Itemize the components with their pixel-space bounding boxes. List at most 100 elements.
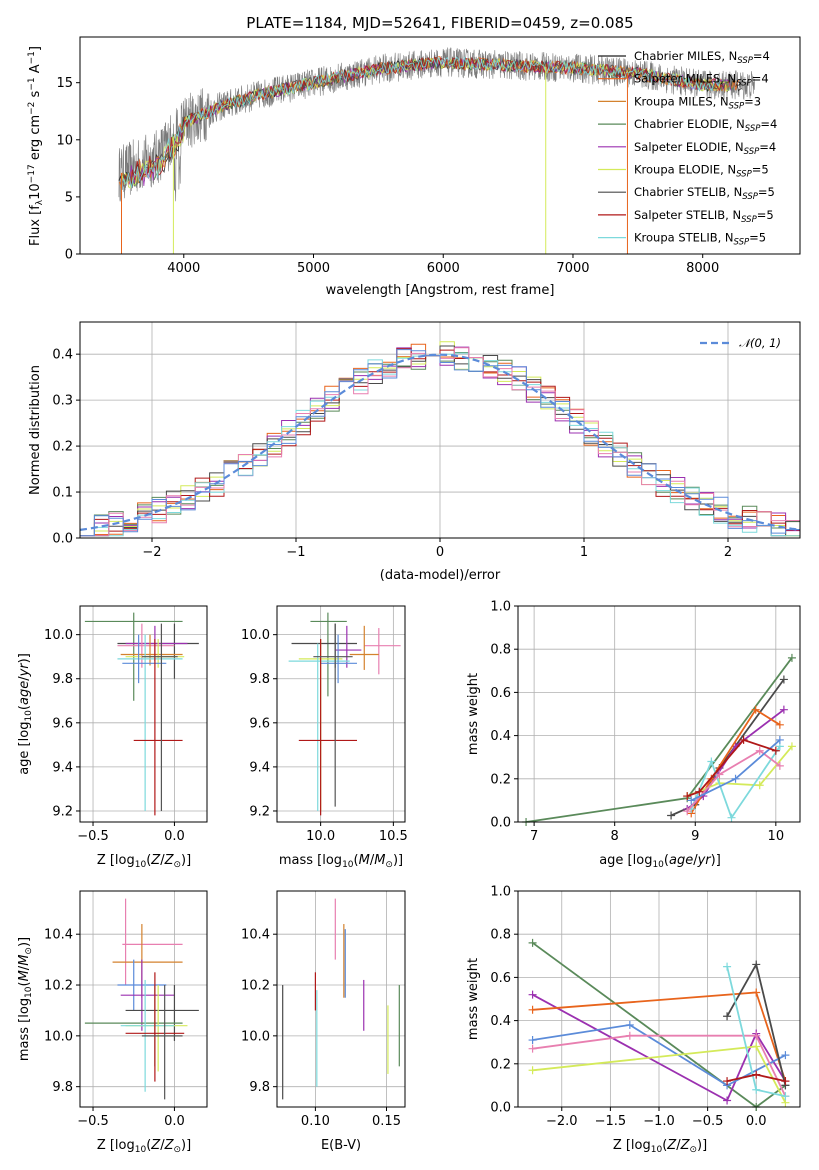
z-age-ytick-label: 10.0 — [44, 628, 73, 643]
mass-age-ytick-label: 9.8 — [249, 672, 270, 687]
z-weight-point-marker — [781, 1077, 790, 1086]
z-age-ytick-label: 9.8 — [52, 672, 73, 687]
z-weight-point-marker — [528, 990, 537, 999]
age-weight-point-marker — [775, 720, 784, 729]
spectrum-ytick-label: 15 — [56, 76, 73, 91]
residual-xtick-label: −1 — [286, 545, 305, 560]
age-weight-point-marker — [727, 813, 736, 822]
ebv-mass-xtick-label: 0.10 — [301, 1114, 330, 1129]
spectrum-xlabel: wavelength [Angstrom, rest frame] — [326, 283, 555, 298]
age-weight-ytick-label: 0.8 — [490, 643, 511, 658]
z-weight-point-marker — [528, 1044, 537, 1053]
z-weight-point-marker — [528, 1005, 537, 1014]
z-mass-frame — [79, 890, 208, 1108]
histogram-step-line — [80, 352, 800, 537]
spectrum-xtick-label: 7000 — [556, 261, 589, 276]
residual-ytick-label: 0.2 — [52, 440, 73, 455]
residual-ytick-label: 0.3 — [52, 394, 73, 409]
age-weight-series-line — [690, 745, 781, 820]
z-weight-point-marker — [723, 1077, 732, 1086]
ebv-mass-ytick-label: 10.4 — [241, 928, 270, 943]
legend-label: Salpeter ELODIE, NSSP=4 — [634, 140, 776, 157]
age-weight-point-marker — [771, 746, 780, 755]
age-weight-point-marker — [683, 792, 692, 801]
legend-label: Chabrier ELODIE, NSSP=4 — [634, 117, 777, 134]
mass-age-ytick-label: 9.4 — [249, 760, 270, 775]
legend-label: Kroupa MILES, NSSP=3 — [634, 94, 761, 111]
spectrum-frame — [79, 36, 801, 255]
mass-age-xtick-label: 10.0 — [306, 829, 335, 844]
z-age-xtick-label: 0.0 — [164, 829, 185, 844]
residual-frame — [79, 321, 801, 539]
spectrum-panel: wavelength [Angstrom, rest frame] Flux [… — [27, 36, 801, 298]
z-mass-panel: Z [log10(Z/Z⊙)] mass [log10(M/M⊙)] −0.5 0… — [17, 890, 208, 1155]
age-weight-panel: age [log10(age/yr)] mass weight 7 8 9 10 0.0… — [466, 600, 801, 870]
z-weight-xtick-label: 0.0 — [746, 1114, 767, 1129]
z-weight-point-marker — [752, 1085, 761, 1094]
legend-label: Kroupa ELODIE, NSSP=5 — [634, 163, 769, 180]
z-age-frame — [79, 605, 208, 823]
model-line-salpeter-stelib — [121, 56, 723, 189]
z-weight-point-marker — [752, 1042, 761, 1051]
z-weight-ytick-label: 0.2 — [490, 1057, 511, 1072]
age-weight-point-marker — [787, 742, 796, 751]
ebv-mass-ytick-label: 10.0 — [241, 1029, 270, 1044]
mass-age-xlabel: mass [log10(M/M⊙)] — [279, 853, 403, 870]
age-weight-ylabel: mass weight — [466, 673, 481, 755]
age-weight-ytick-label: 0.6 — [490, 686, 511, 701]
age-weight-point-marker — [739, 735, 748, 744]
z-mass-ytick-label: 10.2 — [44, 979, 73, 994]
spectrum-ytick-label: 0 — [65, 248, 73, 263]
normal-legend-label: 𝒩(0, 1) — [739, 336, 781, 350]
model-line-kroupa-stelib — [121, 56, 721, 191]
z-weight-panel: Z [log10(Z/Z⊙)] mass weight −2.0 −1.5 −1.0… — [466, 885, 801, 1155]
z-weight-ytick-label: 0.6 — [490, 971, 511, 986]
age-weight-point-marker — [775, 735, 784, 744]
z-mass-xlabel: Z [log10(Z/Z⊙)] — [97, 1138, 191, 1155]
z-weight-xtick-label: −0.5 — [692, 1114, 724, 1129]
spectrum-xtick-label: 5000 — [297, 261, 330, 276]
mass-age-frame — [276, 605, 406, 823]
z-weight-ytick-label: 0.4 — [490, 1014, 511, 1029]
residual-xtick-label: 0 — [436, 545, 444, 560]
spectrum-xtick-label: 4000 — [167, 261, 200, 276]
z-weight-point-marker — [781, 1092, 790, 1101]
z-weight-point-marker — [752, 988, 761, 997]
age-weight-series-line — [686, 749, 781, 812]
z-weight-point-marker — [723, 962, 732, 971]
observed-spectrum-line — [118, 47, 755, 202]
z-age-ytick-label: 9.4 — [52, 760, 73, 775]
ebv-mass-ytick-label: 9.8 — [249, 1080, 270, 1095]
z-age-ylabel: age [log10(age/yr)] — [17, 653, 34, 775]
age-weight-point-marker — [755, 746, 764, 755]
z-weight-point-marker — [781, 1051, 790, 1060]
age-weight-xlabel: age [log10(age/yr)] — [599, 853, 721, 870]
z-weight-ytick-label: 0.8 — [490, 928, 511, 943]
z-weight-series-line — [532, 993, 787, 1102]
age-weight-series-line — [686, 745, 793, 797]
spectrum-ytick-label: 10 — [56, 133, 73, 148]
legend-label: Chabrier MILES, NSSP=4 — [634, 49, 770, 66]
age-weight-frame — [517, 605, 801, 823]
age-weight-point-marker — [787, 653, 796, 662]
age-weight-point-marker — [683, 807, 692, 816]
histogram-step-line — [80, 348, 800, 537]
mass-age-ytick-label: 9.6 — [249, 716, 270, 731]
age-weight-point-marker — [695, 787, 704, 796]
legend-label: Kroupa STELIB, NSSP=5 — [634, 231, 766, 248]
age-weight-xtick-label: 10 — [768, 829, 785, 844]
age-weight-point-marker — [751, 705, 760, 714]
z-weight-xtick-label: −1.5 — [595, 1114, 627, 1129]
legend-label: Chabrier STELIB, NSSP=5 — [634, 185, 775, 202]
z-weight-ytick-label: 1.0 — [490, 885, 511, 900]
age-weight-point-marker — [707, 757, 716, 766]
ebv-mass-ytick-label: 10.2 — [241, 979, 270, 994]
mass-age-ytick-label: 9.2 — [249, 804, 270, 819]
z-weight-point-marker — [752, 1031, 761, 1040]
spectrum-xtick-label: 8000 — [686, 261, 719, 276]
residual-xtick-label: 2 — [724, 545, 732, 560]
age-weight-xtick-label: 7 — [530, 829, 538, 844]
residual-xlabel: (data-model)/error — [380, 568, 501, 583]
age-weight-ytick-label: 1.0 — [490, 600, 511, 615]
age-weight-point-marker — [687, 796, 696, 805]
